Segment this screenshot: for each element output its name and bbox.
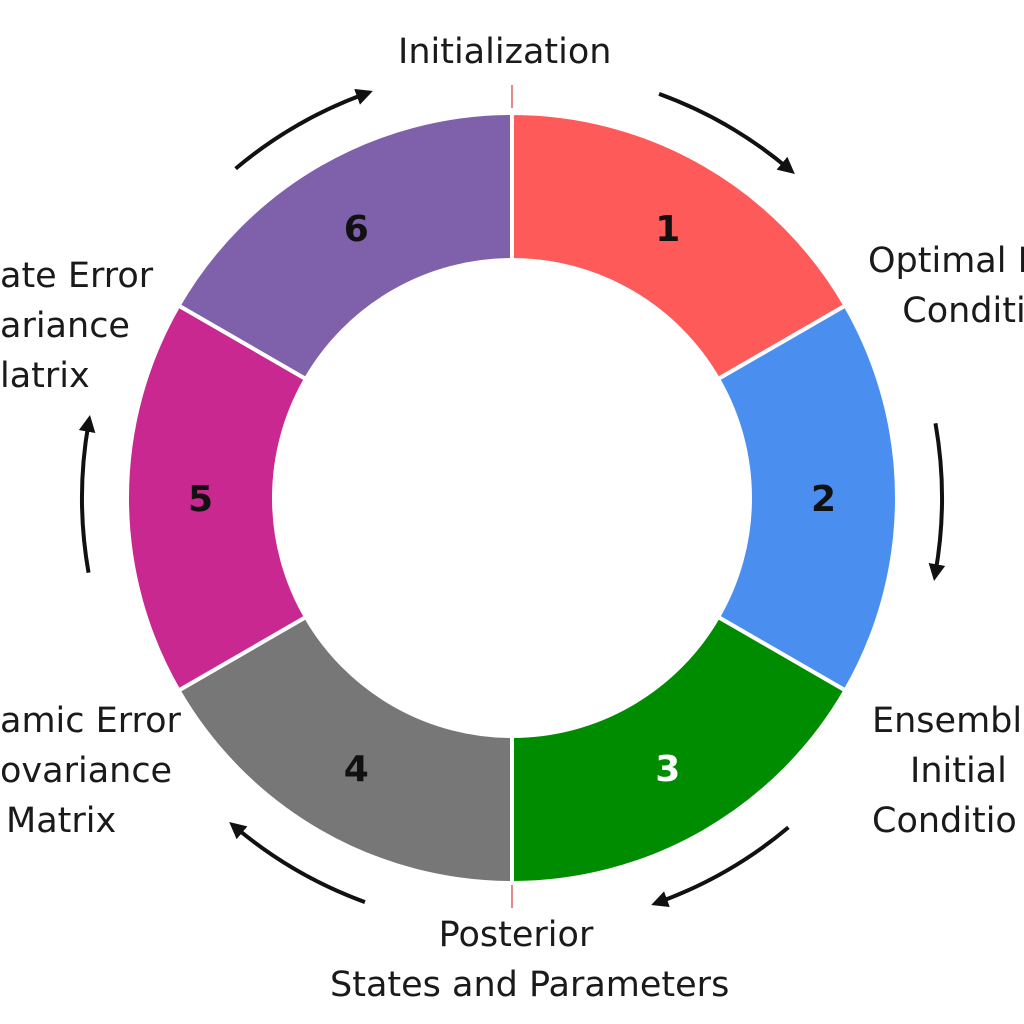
- ring-segment-1: [510, 110, 849, 382]
- segment-number-4: 4: [344, 749, 369, 790]
- label-state-error-covariance-matrix: ate Error ariance latrix: [0, 251, 153, 401]
- label-posterior-states-parameters: Posterior States and Parameters: [330, 910, 730, 1010]
- label-ensemble-initial-conditions: Ensemble Initial Conditio: [872, 696, 1024, 846]
- ring-segment-4: [175, 614, 514, 886]
- label-line: States and Parameters: [330, 965, 730, 1005]
- label-line: Posterior: [438, 915, 594, 955]
- segment-number-3: 3: [655, 749, 680, 790]
- label-line: ovariance: [0, 751, 173, 791]
- label-line: ariance: [0, 306, 130, 346]
- segment-number-5: 5: [188, 479, 213, 520]
- label-line: Ensemble: [872, 701, 1024, 741]
- ring-segment-6: [175, 110, 514, 382]
- cycle-ring: 1 2 3 4 5 6: [125, 110, 899, 886]
- ring-segment-3: [510, 614, 849, 886]
- label-optimal-initial-conditions: Optimal I Conditi: [868, 236, 1024, 336]
- cycle-arrow-icon: [928, 422, 946, 581]
- ring-segment-2: [715, 302, 899, 694]
- label-line: Conditi: [902, 291, 1024, 331]
- label-initialization: Initialization: [398, 32, 612, 72]
- segment-number-2: 2: [811, 479, 836, 520]
- label-line: Conditio: [872, 801, 1017, 841]
- label-line: Optimal I: [868, 241, 1024, 281]
- cycle-arrow-icon: [234, 88, 373, 171]
- cycle-arrow-icon: [658, 92, 795, 174]
- segment-number-6: 6: [344, 209, 369, 250]
- cycle-arrow-icon: [78, 415, 96, 574]
- label-line: ate Error: [0, 256, 154, 296]
- label-dynamic-error-covariance-matrix: amic Error ovariance Matrix: [0, 696, 181, 846]
- cycle-arrows: [78, 88, 946, 908]
- label-line: latrix: [0, 356, 90, 396]
- cycle-arrow-icon: [651, 825, 790, 908]
- ring-segment-5: [125, 302, 309, 694]
- segment-number-1: 1: [655, 209, 680, 250]
- cycle-arrow-icon: [229, 822, 366, 904]
- label-line: Matrix: [6, 801, 117, 841]
- label-line: amic Error: [0, 701, 181, 741]
- label-line: Initial: [910, 751, 1007, 791]
